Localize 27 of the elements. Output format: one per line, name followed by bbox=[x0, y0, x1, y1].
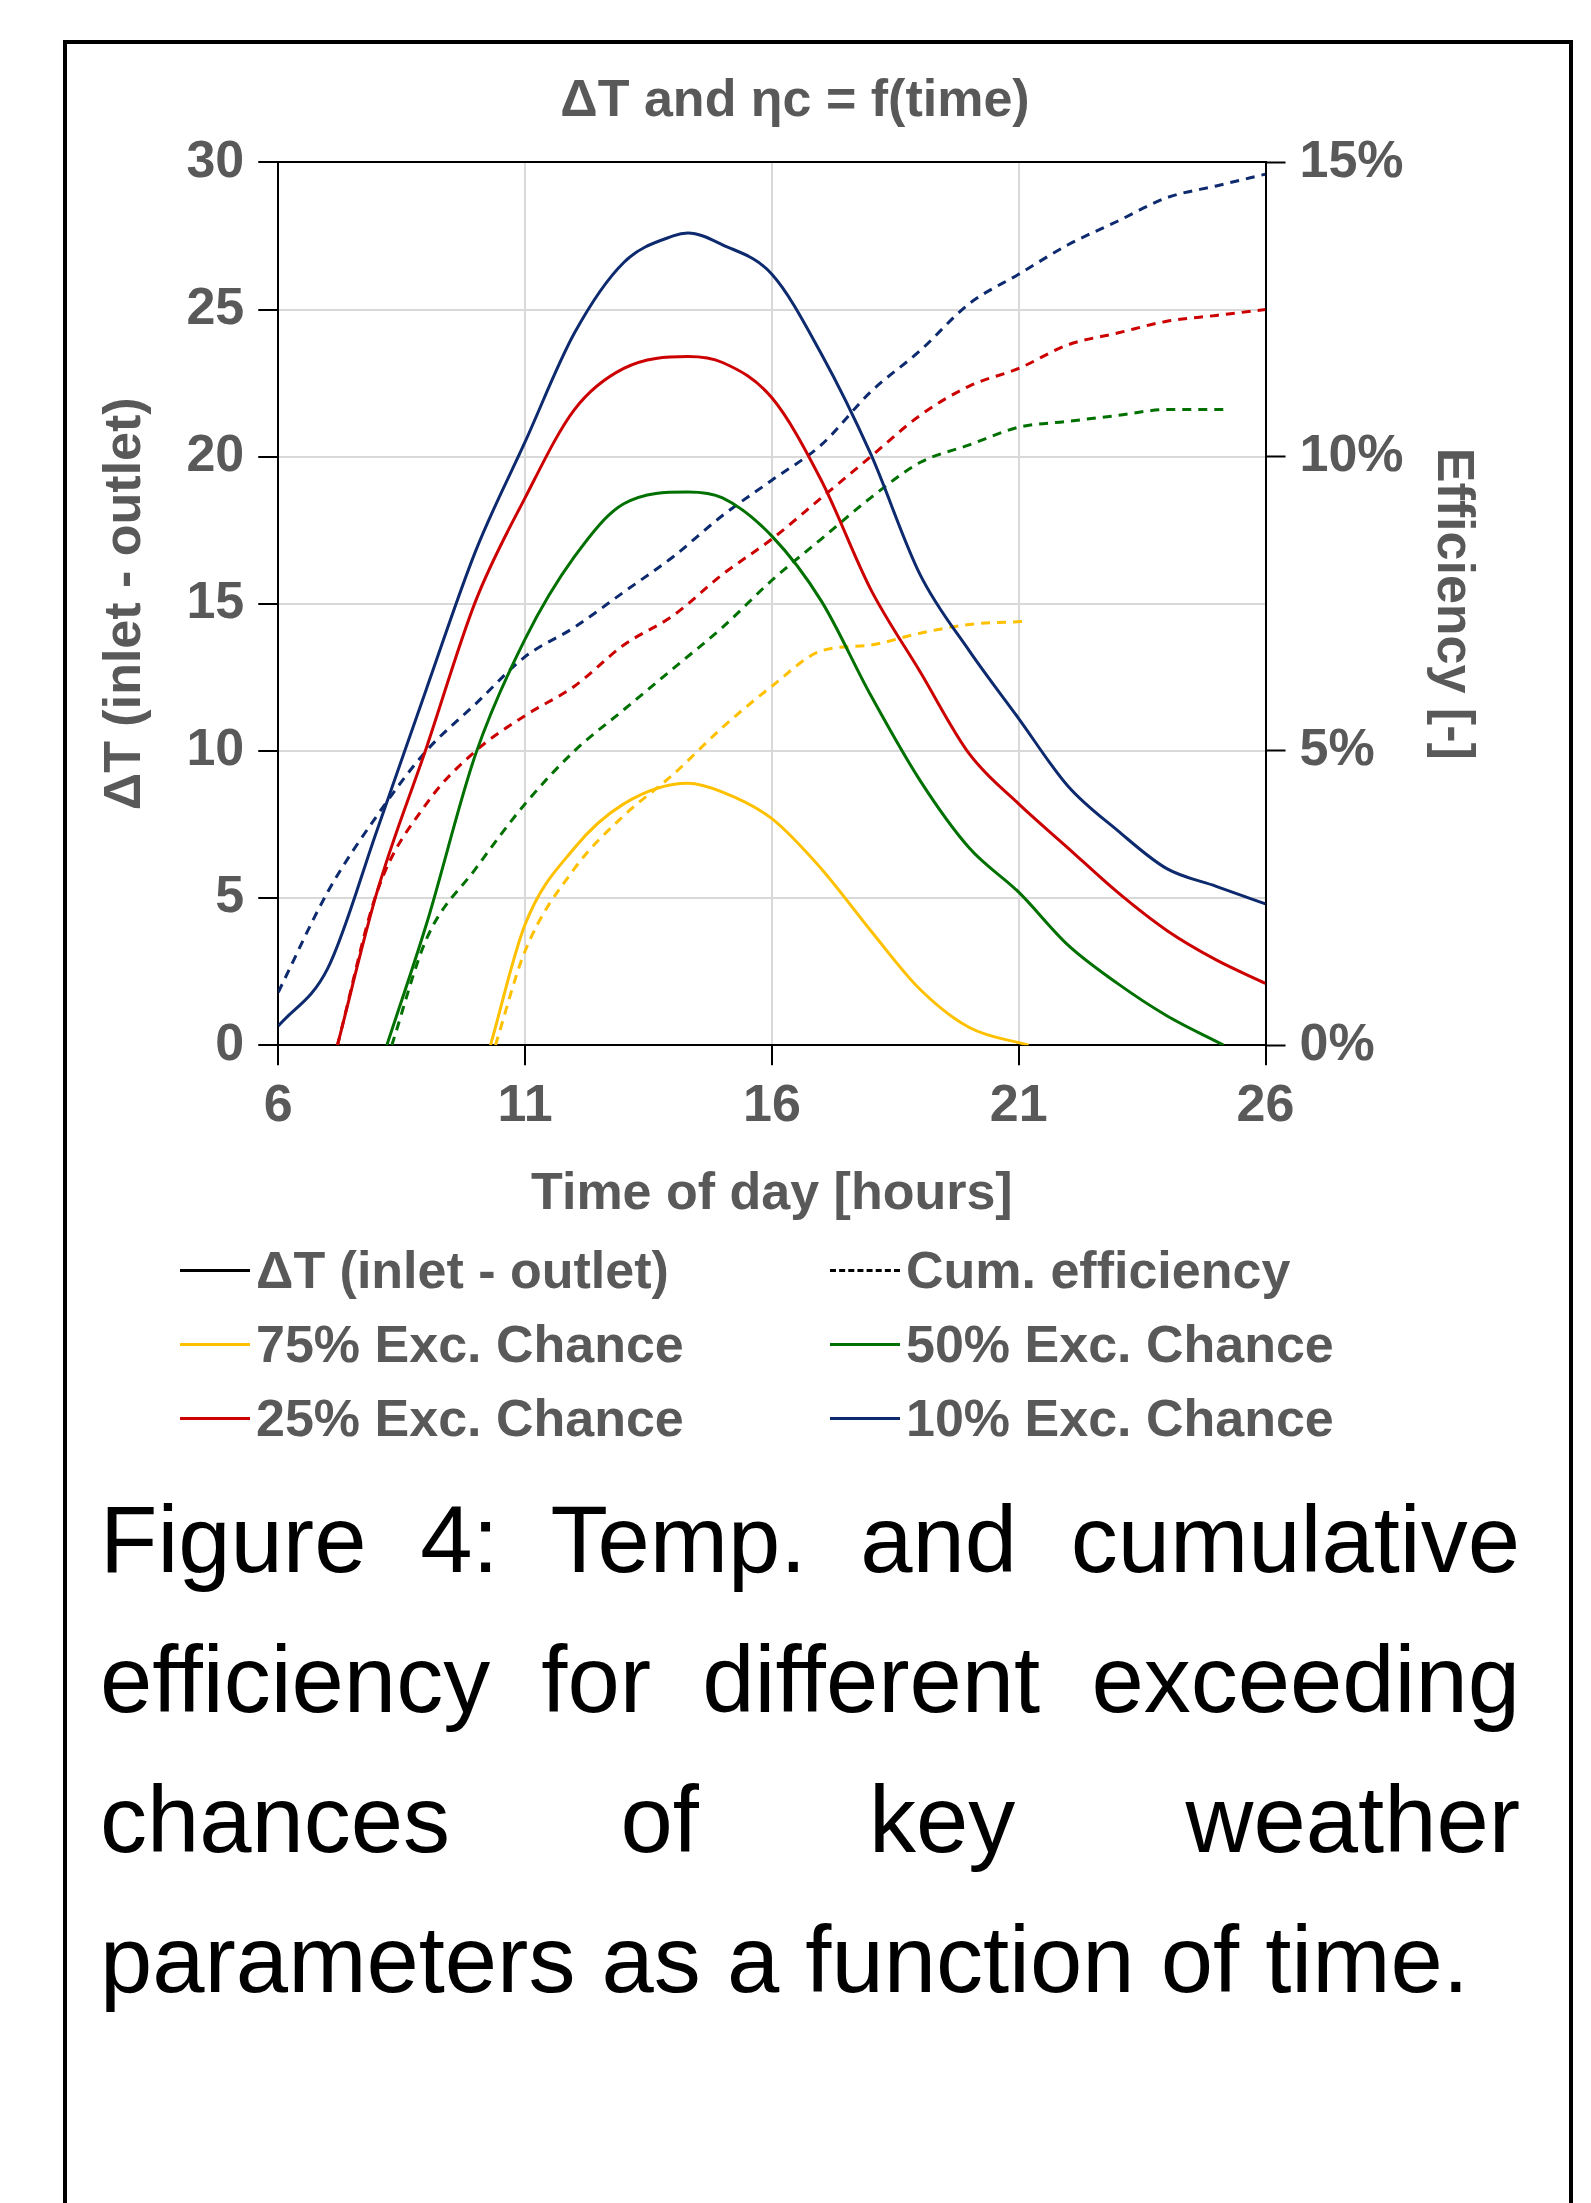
x-tick-label: 16 bbox=[742, 1073, 801, 1132]
y-tick-label: 20 bbox=[186, 424, 245, 483]
y-axis-title: ΔT (inlet - outlet) bbox=[92, 397, 151, 811]
y2-tick-label: 15% bbox=[1299, 129, 1404, 188]
chart-title: ΔT and ηc = f(time) bbox=[560, 68, 1030, 127]
legend-label: 75% Exc. Chance bbox=[256, 1314, 684, 1374]
x-tick-label: 11 bbox=[497, 1073, 553, 1132]
caption: Figure 4: Temp. and cumulative efficiency for different exceeding chances of key weather parameters as a function of time. bbox=[100, 1486, 1520, 2014]
legend-label: 25% Exc. Chance bbox=[256, 1388, 684, 1448]
legend-label: 50% Exc. Chance bbox=[906, 1314, 1334, 1374]
legend-label: Cum. efficiency bbox=[906, 1240, 1291, 1300]
y-tick-label: 15 bbox=[186, 571, 245, 630]
y-tick-label: 25 bbox=[186, 276, 245, 335]
legend-label: ΔT (inlet - outlet) bbox=[256, 1240, 669, 1300]
y-tick-label: 30 bbox=[186, 129, 245, 188]
x-axis-title: Time of day [hours] bbox=[531, 1162, 1013, 1221]
x-tick-label: 6 bbox=[263, 1073, 293, 1132]
y2-axis-title: Efficiency [-] bbox=[1427, 447, 1486, 760]
x-tick-label: 26 bbox=[1236, 1073, 1295, 1132]
y2-tick-label: 0% bbox=[1299, 1012, 1375, 1071]
legend-label: 10% Exc. Chance bbox=[906, 1388, 1334, 1448]
y2-tick-label: 5% bbox=[1299, 718, 1375, 777]
x-tick-label: 21 bbox=[989, 1073, 1048, 1132]
y-tick-label: 5 bbox=[215, 865, 245, 924]
y-tick-label: 0 bbox=[215, 1012, 245, 1071]
y2-tick-label: 10% bbox=[1299, 424, 1404, 483]
y-tick-label: 10 bbox=[186, 718, 245, 777]
